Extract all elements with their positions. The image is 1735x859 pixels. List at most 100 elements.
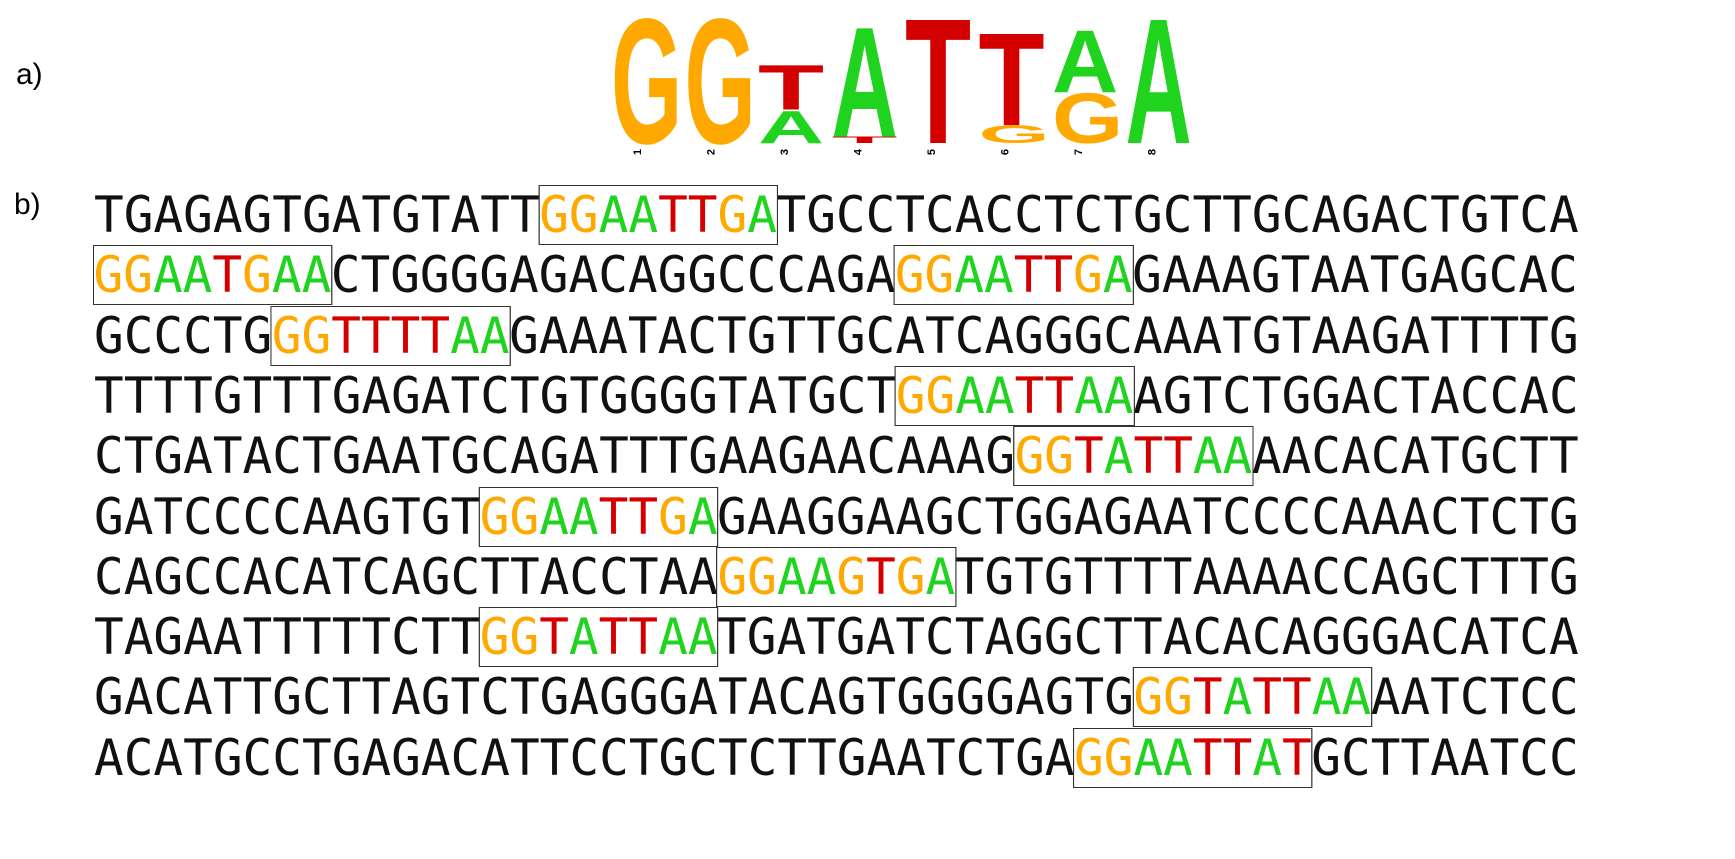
motif-nucleotide: A [1222,668,1253,727]
motif-site-box: GGTATTAA [478,607,719,668]
sequence-line: TAGAATTTTTCTTGGTATTAATGATGATCTAGGCTTACAC… [94,607,1579,668]
motif-nucleotide: A [955,366,985,425]
motif-nucleotide: G [1014,427,1045,486]
motif-nucleotide: A [1103,366,1134,425]
motif-site-box: GGTATTAA [1132,667,1373,728]
motif-nucleotide: G [924,246,955,305]
motif-nucleotide: T [390,306,421,365]
motif-nucleotide: G [271,306,302,365]
motif-nucleotide: G [123,246,153,305]
sequence-segment: AGTCTGGACTACCAC [1133,366,1579,425]
motif-nucleotide: G [242,246,272,305]
motif-nucleotide: T [1282,668,1312,727]
motif-nucleotide: A [539,487,569,546]
motif-nucleotide: T [1192,668,1223,727]
logo-position-number: 5 [926,149,938,155]
motif-nucleotide: G [509,487,540,546]
motif-nucleotide: A [1341,668,1372,727]
motif-nucleotide: A [1102,246,1133,305]
motif-nucleotide: A [450,306,480,365]
sequence-segment: TGTGTTTTAAAACCAGCTTTG [954,547,1579,606]
motif-nucleotide: T [1044,366,1075,425]
motif-nucleotide: G [894,246,925,305]
motif-nucleotide: A [1311,668,1342,727]
motif-nucleotide: G [539,186,569,244]
sequence-line: TGAGAGTGATGTATTGGAATTGATGCCTCACCTCTGCTTG… [94,185,1579,245]
motif-nucleotide: A [182,246,213,305]
sequence-segment: GATCCCCAAGTGT [94,487,481,546]
motif-site-box: GGAATTAA [894,365,1135,426]
motif-nucleotide: A [687,608,718,667]
motif-nucleotide: G [1103,728,1134,787]
sequence-segment: AACACATGCTT [1251,427,1579,486]
motif-site-box: GGAATGAA [92,245,333,306]
panel-label-a: a) [16,58,43,91]
motif-nucleotide: A [658,608,688,667]
motif-site-box: GGAATTGA [538,185,778,245]
sequence-line: CTGATACTGAATGCAGATTTGAAGAACAAAGGGTATTAAA… [94,426,1579,487]
motif-nucleotide: A [925,547,956,606]
motif-nucleotide: T [658,186,688,244]
motif-nucleotide: T [598,487,629,546]
motif-nucleotide: A [271,246,302,305]
sequence-segment: GAAGGAAGCTGGAGAATCCCCAAACTCTG [717,487,1579,546]
motif-nucleotide: G [1163,668,1193,727]
panel-label-b: b) [14,188,41,221]
motif-nucleotide: T [1163,427,1193,486]
motif-nucleotide: A [1222,427,1253,486]
logo-position-number: 3 [779,149,791,155]
motif-nucleotide: G [1074,728,1104,787]
motif-nucleotide: A [1163,728,1193,787]
motif-nucleotide: G [93,246,124,305]
sequence-segment: CTGATACTGAATGCAGATTTGAAGAACAAAG [94,427,1016,486]
sequence-segment: TGCCTCACCTCTGCTTGCAGACTGTCA [776,186,1579,244]
motif-site-box: GGAATTAT [1073,727,1313,788]
motif-nucleotide: G [925,366,956,425]
motif-nucleotide: A [568,608,599,667]
motif-nucleotide: A [984,366,1015,425]
motif-nucleotide: A [1252,728,1283,787]
motif-nucleotide: A [1103,427,1134,486]
motif-nucleotide: A [687,487,718,546]
motif-nucleotide: G [658,487,688,546]
motif-nucleotide: G [895,547,926,606]
logo-letter-G-pos2: G [685,8,756,158]
motif-nucleotide: T [687,186,718,244]
motif-nucleotide: T [1074,427,1104,486]
motif-nucleotide: T [1043,246,1074,305]
sequence-segment: TAGAATTTTTCTT [94,608,481,667]
sequence-line: GATCCCCAAGTGTGGAATTGAGAAGGAAGCTGGAGAATCC… [94,486,1579,547]
sequence-line: TTTTGTTTGAGATCTGTGGGGTATGCTGGAATTAAAGTCT… [94,365,1579,426]
motif-nucleotide: T [1192,728,1223,787]
motif-site-box: GGAATTGA [893,245,1134,306]
sequence-segment: TGAGAGTGATGTATT [94,186,540,244]
motif-nucleotide: T [212,246,243,305]
logo-position-number: 6 [1000,149,1012,155]
motif-nucleotide: G [717,547,748,606]
motif-nucleotide: T [360,306,391,365]
motif-nucleotide: G [509,608,540,667]
motif-nucleotide: A [954,246,984,305]
logo-position-number: 2 [706,149,718,155]
motif-nucleotide: T [628,487,659,546]
sequence-segment: AATCTCC [1370,668,1579,727]
motif-nucleotide: G [568,186,599,244]
motif-nucleotide: G [747,547,777,606]
sequence-line: GGAATGAACTGGGGAGACAGGCCCAGAGGAATTGAGAAAG… [92,245,1578,306]
logo-letter-A-pos8: A [1126,8,1192,158]
motif-nucleotide: A [1133,728,1164,787]
logo-position-number: 8 [1147,149,1159,155]
logo-letter-A-pos7: A [1052,12,1118,112]
motif-nucleotide: T [1252,668,1283,727]
sequence-segment: GAAAGTAATGAGCAC [1132,246,1578,305]
motif-nucleotide: T [331,306,361,365]
logo-position-number: 7 [1073,149,1085,155]
logo-letter-T-pos3: T [758,51,824,123]
sequence-line: ACATGCCTGAGACATTCCTGCTCTTGAATCTGAGGAATTA… [94,727,1579,788]
logo-letter-T-pos5: T [905,8,971,158]
logo-letter-G-pos6: G [979,121,1050,149]
motif-site-box: GGAATTGA [478,486,719,547]
motif-nucleotide: G [895,366,926,425]
motif-nucleotide: G [479,487,510,546]
motif-nucleotide: A [479,306,510,365]
